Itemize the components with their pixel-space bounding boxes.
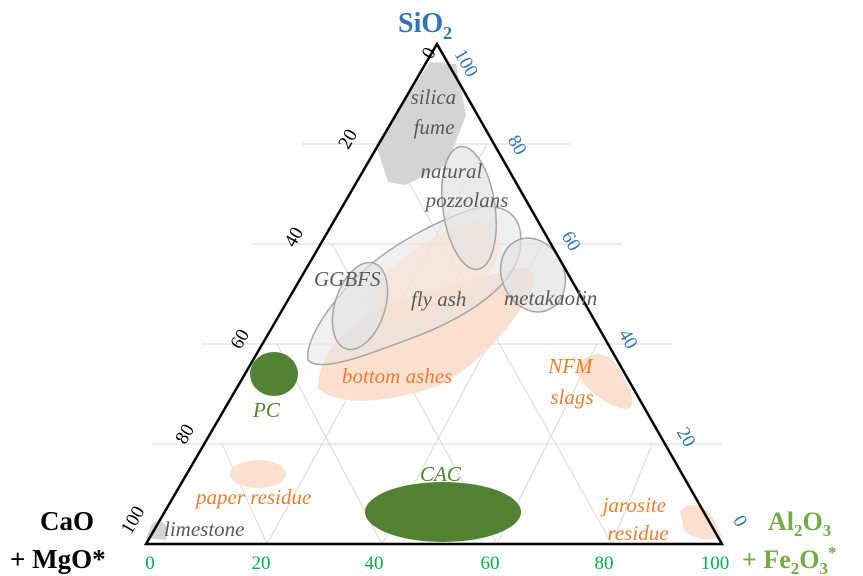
- paper-residue-label: paper residue: [194, 485, 311, 509]
- sio2-tick: 60: [557, 228, 585, 255]
- sio2-tick: 40: [614, 326, 642, 353]
- sio2-corner-label: SiO2: [398, 8, 452, 43]
- sio2-tick: 20: [672, 424, 700, 451]
- al2o3-tick: 0: [145, 553, 155, 574]
- jarosite-residue-label: jarosite residue: [600, 493, 672, 545]
- sio2-tick: 80: [503, 132, 531, 159]
- cao-tick: 60: [226, 326, 254, 353]
- ternary-triangle: [143, 41, 725, 546]
- ggbfs-region: [331, 261, 389, 351]
- cao-tick: 100: [117, 503, 149, 538]
- al2o3-tick: 100: [701, 553, 730, 574]
- al2o3-tick: 40: [365, 553, 384, 574]
- natural-pozzolans-label: natural pozzolans: [420, 159, 508, 212]
- jarosite-residue-region: [680, 505, 722, 540]
- cac-region: [365, 482, 521, 542]
- al2o3-axis-ticks: 0 20 40 60 80 100: [145, 553, 729, 574]
- al2o3-corner-label: Al2O3 + Fe2O3*: [742, 507, 838, 576]
- ggbfs-label: GGBFS: [314, 267, 381, 291]
- nfm-slags-region: [576, 354, 633, 409]
- bottom-ashes-label: bottom ashes: [342, 364, 452, 388]
- silica-fume-label: silica fume: [411, 85, 462, 139]
- al2o3-tick: 60: [481, 553, 500, 574]
- fly-ash-label: fly ash: [411, 287, 466, 311]
- cao-tick: 40: [280, 224, 308, 251]
- pc-region: [250, 352, 298, 396]
- al2o3-tick: 20: [252, 553, 271, 574]
- cao-corner-label: CaO + MgO*: [10, 506, 106, 574]
- cac-label: CAC: [420, 462, 462, 486]
- natural-pozzolans-region: [441, 145, 497, 271]
- nfm-slags-label: NFM slags: [547, 354, 598, 409]
- metakaolin-label: metakaolin: [504, 286, 597, 310]
- cao-tick: 20: [334, 126, 362, 153]
- silica-fume-region: [376, 62, 466, 185]
- limestone-label: limestone: [164, 517, 244, 541]
- al2o3-tick: 80: [595, 553, 614, 574]
- sio2-tick: 0: [728, 512, 751, 531]
- paper-residue-region: [230, 460, 286, 488]
- pc-label: PC: [252, 398, 281, 422]
